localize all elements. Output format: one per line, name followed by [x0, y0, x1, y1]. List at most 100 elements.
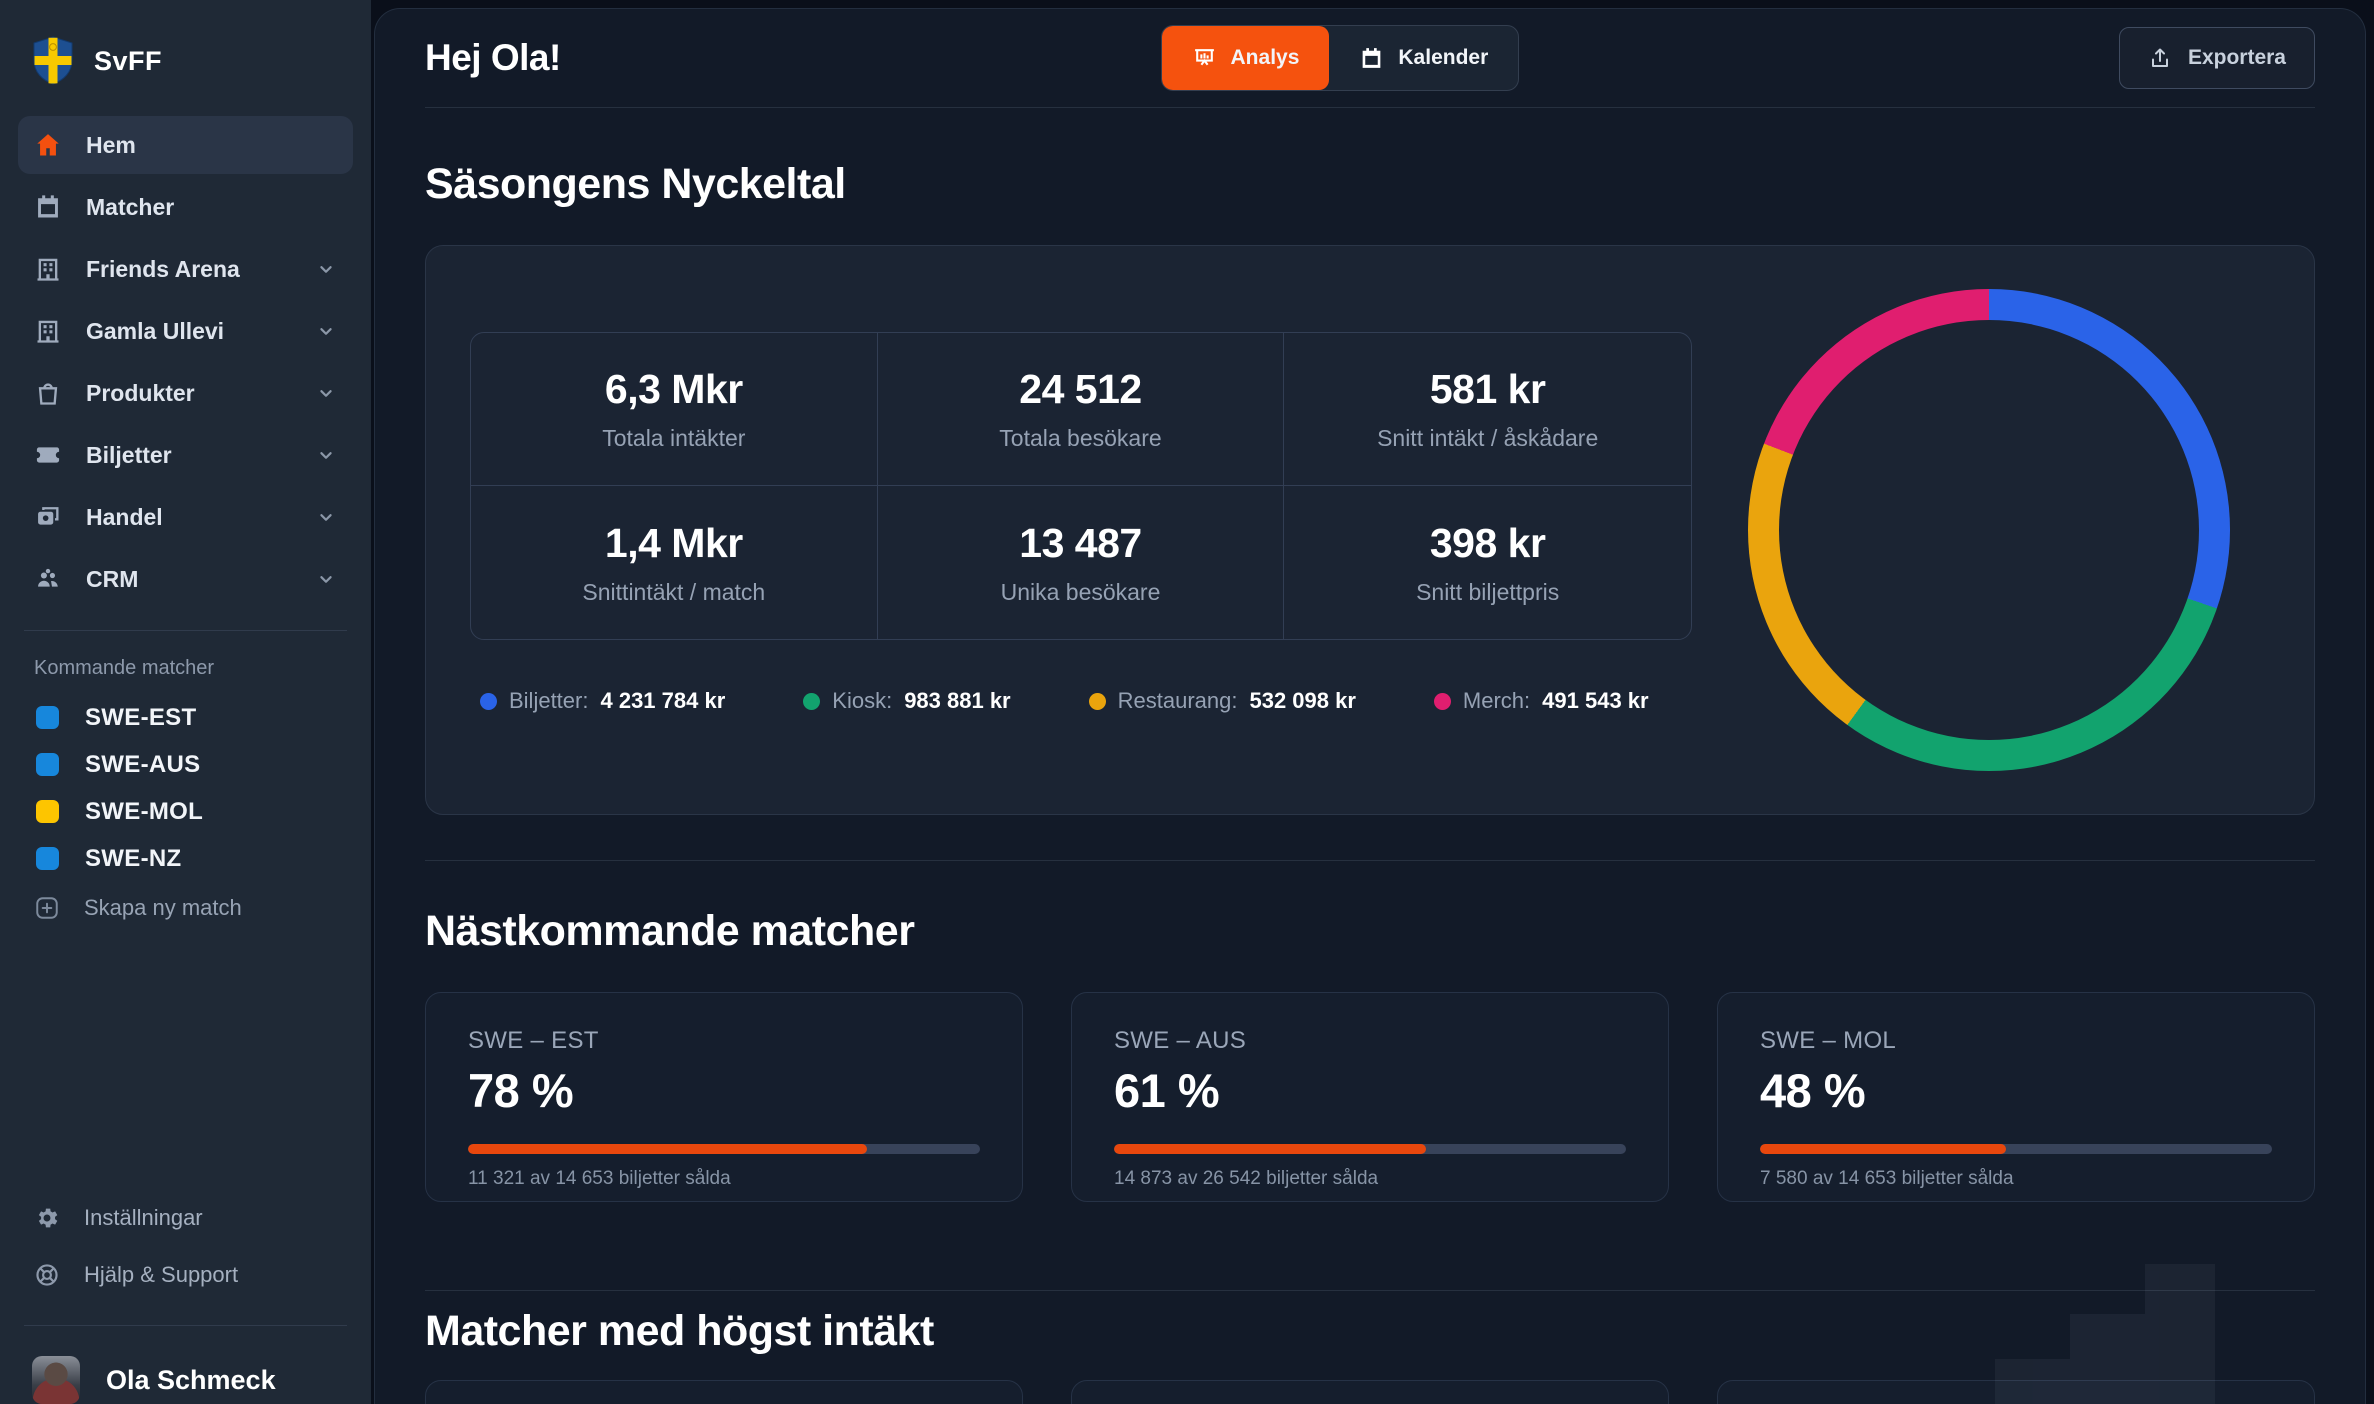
sidebar-item-label: Hem: [86, 131, 136, 158]
legend-item-restaurang: Restaurang: 532 098 kr: [1088, 688, 1356, 714]
legend-value: 983 881 kr: [904, 688, 1011, 713]
create-match-label: Skapa ny match: [84, 895, 242, 920]
revenue-cards-row: [425, 1380, 2315, 1404]
kpi-label: Snitt intäkt / åskådare: [1377, 425, 1599, 451]
avatar: [32, 1356, 80, 1404]
page-title: Hej Ola!: [425, 37, 561, 78]
upcoming-card-swe-aus[interactable]: SWE – AUS 61 % 14 873 av 26 542 biljette…: [1071, 992, 1669, 1202]
revenue-card[interactable]: [425, 1380, 1023, 1404]
main-panel: Hej Ola! Analys Kalender Exportera Säson…: [374, 8, 2366, 1404]
revenue-section-title: Matcher med högst intäkt: [425, 1307, 934, 1355]
kpi-avg-ticket-price: 398 kr Snitt biljettpris: [1284, 486, 1691, 639]
sidebar-match-swe-est[interactable]: SWE-EST: [18, 694, 353, 741]
kpi-grid: 6,3 Mkr Totala intäkter 24 512 Totala be…: [470, 332, 1692, 640]
legend-item-biljetter: Biljetter: 4 231 784 kr: [480, 688, 725, 714]
ticket-icon: [34, 441, 62, 469]
progress-bar: [1114, 1144, 1626, 1154]
sidebar-item-crm[interactable]: CRM: [18, 550, 353, 608]
kpi-value: 581 kr: [1429, 366, 1546, 412]
tab-kalender[interactable]: Kalender: [1329, 26, 1518, 90]
kpi-section-title: Säsongens Nyckeltal: [425, 160, 846, 208]
kpi-label: Snitt biljettpris: [1416, 578, 1560, 605]
progress-fill: [1760, 1144, 2006, 1154]
progress-bar: [1760, 1144, 2272, 1154]
legend-dot: [1433, 692, 1451, 710]
tab-label: Analys: [1230, 46, 1300, 69]
revenue-card[interactable]: [1071, 1380, 1669, 1404]
revenue-card[interactable]: [1717, 1380, 2315, 1404]
settings-label: Inställningar: [84, 1204, 203, 1230]
kpi-total-revenue: 6,3 Mkr Totala intäkter: [471, 333, 878, 486]
kpi-label: Totala intäkter: [602, 425, 746, 451]
export-label: Exportera: [2187, 46, 2286, 69]
match-color-swatch: [36, 800, 59, 823]
sold-percent: 78 %: [468, 1064, 574, 1117]
kpi-value: 6,3 Mkr: [604, 366, 743, 412]
sidebar-item-friends-arena[interactable]: Friends Arena: [18, 240, 353, 298]
donut-legend: Biljetter: 4 231 784 kr Kiosk: 983 881 k…: [470, 688, 1692, 714]
home-icon: [34, 131, 62, 159]
settings-button[interactable]: Inställningar: [18, 1189, 353, 1246]
sidebar: SvFF Hem Matcher Friends Arena Gamla Ull…: [0, 0, 371, 1404]
progress-fill: [468, 1144, 868, 1154]
help-support-button[interactable]: Hjälp & Support: [18, 1246, 353, 1303]
sidebar-item-matcher[interactable]: Matcher: [18, 178, 353, 236]
upcoming-card-swe-mol[interactable]: SWE – MOL 48 % 7 580 av 14 653 biljetter…: [1717, 992, 2315, 1202]
legend-label: Merch:: [1462, 688, 1531, 713]
chevron-down-icon[interactable]: [315, 320, 337, 342]
tab-analys[interactable]: Analys: [1161, 26, 1330, 90]
match-color-swatch: [36, 753, 59, 776]
upcoming-section-title: Nästkommande matcher: [425, 907, 915, 955]
sidebar-match-swe-mol[interactable]: SWE-MOL: [18, 788, 353, 835]
upcoming-cards-row: SWE – EST 78 % 11 321 av 14 653 biljette…: [425, 992, 2315, 1202]
chevron-down-icon[interactable]: [315, 444, 337, 466]
kpi-unique-visitors: 13 487 Unika besökare: [878, 486, 1285, 639]
calendar-icon: [34, 193, 62, 221]
shopping-bag-icon: [34, 379, 62, 407]
sidebar-item-label: Handel: [86, 503, 163, 530]
match-color-swatch: [36, 706, 59, 729]
sidebar-divider: [24, 630, 347, 631]
sidebar-match-swe-nz[interactable]: SWE-NZ: [18, 835, 353, 882]
sidebar-item-label: Matcher: [86, 193, 175, 220]
match-title: SWE – EST: [468, 1027, 599, 1054]
donut-ring: [1748, 289, 2230, 771]
kpi-total-visitors: 24 512 Totala besökare: [877, 333, 1285, 486]
export-button[interactable]: Exportera: [2118, 27, 2315, 89]
match-label: SWE-NZ: [85, 844, 182, 872]
sidebar-item-label: Biljetter: [86, 441, 172, 468]
sidebar-match-swe-aus[interactable]: SWE-AUS: [18, 741, 353, 788]
sidebar-item-handel[interactable]: Handel: [18, 488, 353, 546]
tickets-sold-caption: 11 321 av 14 653 biljetter sålda: [468, 1168, 731, 1189]
user-profile[interactable]: Ola Schmeck: [18, 1340, 353, 1404]
chevron-down-icon[interactable]: [315, 258, 337, 280]
sidebar-item-hem[interactable]: Hem: [18, 116, 353, 174]
sidebar-item-produkter[interactable]: Produkter: [18, 364, 353, 422]
tickets-sold-caption: 7 580 av 14 653 biljetter sålda: [1760, 1168, 2014, 1189]
kpi-value: 398 kr: [1429, 519, 1546, 566]
tickets-sold-caption: 14 873 av 26 542 biljetter sålda: [1114, 1168, 1379, 1189]
tab-label: Kalender: [1398, 46, 1489, 69]
stadium-icon: [34, 317, 62, 345]
progress-fill: [1114, 1144, 1427, 1154]
legend-value: 4 231 784 kr: [600, 688, 726, 713]
upcoming-card-swe-est[interactable]: SWE – EST 78 % 11 321 av 14 653 biljette…: [425, 992, 1023, 1202]
sidebar-item-gamla-ullevi[interactable]: Gamla Ullevi: [18, 302, 353, 360]
kpi-label: Snittintäkt / match: [582, 578, 766, 605]
sidebar-nav: Hem Matcher Friends Arena Gamla Ullevi P…: [18, 116, 353, 608]
topbar: Hej Ola! Analys Kalender Exportera: [425, 9, 2315, 107]
sidebar-item-biljetter[interactable]: Biljetter: [18, 426, 353, 484]
chevron-down-icon[interactable]: [315, 382, 337, 404]
kpi-avg-revenue-match: 1,4 Mkr Snittintäkt / match: [471, 486, 878, 639]
kpi-value: 13 487: [1019, 519, 1142, 566]
kpi-label: Unika besökare: [1000, 578, 1161, 605]
chevron-down-icon[interactable]: [315, 568, 337, 590]
revenue-donut-chart: [1748, 289, 2230, 771]
plus-icon: [34, 895, 60, 921]
legend-label: Kiosk:: [832, 688, 893, 713]
progress-bar: [468, 1144, 980, 1154]
chevron-down-icon[interactable]: [315, 506, 337, 528]
calendar-icon: [1359, 46, 1384, 71]
create-match-button[interactable]: Skapa ny match: [18, 882, 353, 934]
upcoming-matches-label: Kommande matcher: [34, 657, 215, 679]
